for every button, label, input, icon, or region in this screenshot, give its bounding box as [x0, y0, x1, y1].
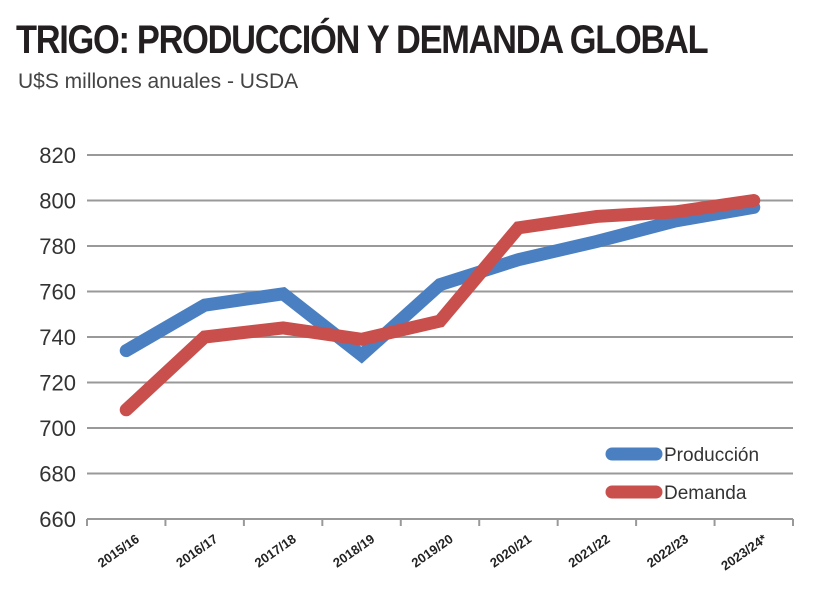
data-point — [517, 259, 519, 261]
data-point — [439, 320, 441, 322]
legend-label: Producción — [664, 445, 759, 466]
x-tick-label: 2015/16 — [95, 531, 142, 570]
data-point — [125, 350, 127, 352]
data-point — [596, 240, 598, 242]
y-tick-label: 720 — [39, 371, 76, 396]
data-point — [517, 227, 519, 229]
x-tick-label: 2017/18 — [252, 531, 299, 570]
y-tick-label: 820 — [39, 143, 76, 168]
data-point — [361, 354, 363, 356]
data-point — [282, 327, 284, 329]
y-tick-label: 780 — [39, 234, 76, 259]
y-tick-label: 760 — [39, 280, 76, 305]
legend-label: Demanda — [664, 483, 747, 504]
y-tick-label: 660 — [39, 507, 76, 532]
data-point — [204, 336, 206, 338]
data-point — [125, 409, 127, 411]
data-point — [282, 293, 284, 295]
data-point — [674, 220, 676, 222]
x-tick-label: 2019/20 — [409, 531, 456, 570]
x-tick-label: 2018/19 — [330, 531, 377, 570]
x-tick-label: 2016/17 — [173, 531, 220, 570]
data-point — [674, 211, 676, 213]
data-point — [204, 304, 206, 306]
x-tick-label: 2023/24* — [718, 531, 770, 574]
y-tick-label: 800 — [39, 189, 76, 214]
data-point — [596, 215, 598, 217]
chart-title: TRIGO: PRODUCCIÓN Y DEMANDA GLOBAL — [16, 18, 709, 62]
x-tick-label: 2020/21 — [487, 531, 534, 570]
y-tick-label: 740 — [39, 325, 76, 350]
y-tick-label: 680 — [39, 462, 76, 487]
x-tick-label: 2022/23 — [644, 531, 691, 570]
y-tick-label: 700 — [39, 416, 76, 441]
x-tick-label: 2021/22 — [566, 531, 613, 570]
data-point — [753, 200, 755, 201]
data-point — [439, 284, 441, 286]
chart-subtitle: U$S millones anuales - USDA — [18, 70, 299, 93]
data-point — [361, 338, 363, 340]
